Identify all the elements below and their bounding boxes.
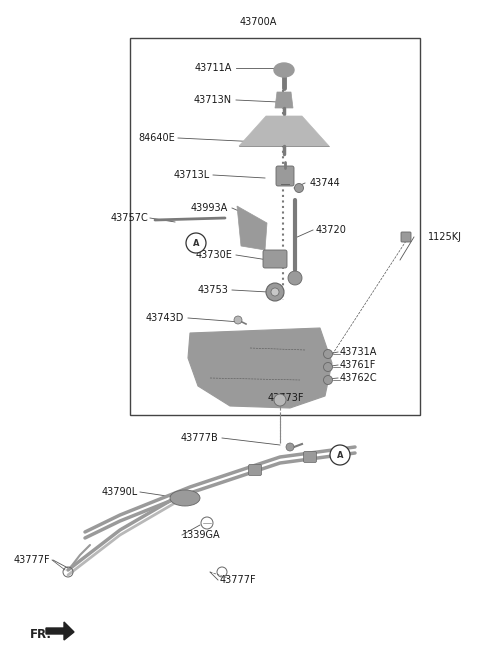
Text: 43761F: 43761F bbox=[340, 360, 376, 370]
Circle shape bbox=[266, 283, 284, 301]
Circle shape bbox=[274, 394, 286, 406]
Circle shape bbox=[330, 445, 350, 465]
Text: 43777F: 43777F bbox=[220, 575, 257, 585]
FancyBboxPatch shape bbox=[249, 464, 262, 476]
Circle shape bbox=[186, 233, 206, 253]
Text: 43711A: 43711A bbox=[194, 63, 232, 73]
Polygon shape bbox=[275, 92, 293, 108]
FancyBboxPatch shape bbox=[401, 232, 411, 242]
Text: 1339GA: 1339GA bbox=[182, 530, 221, 540]
Text: 43730E: 43730E bbox=[195, 250, 232, 260]
Ellipse shape bbox=[274, 63, 294, 77]
Polygon shape bbox=[239, 116, 329, 146]
Text: 43731A: 43731A bbox=[340, 347, 377, 357]
Text: 43993A: 43993A bbox=[191, 203, 228, 213]
Text: 43713N: 43713N bbox=[194, 95, 232, 105]
Circle shape bbox=[324, 350, 333, 359]
Text: 43773F: 43773F bbox=[268, 393, 304, 403]
Text: 43777B: 43777B bbox=[180, 433, 218, 443]
Circle shape bbox=[288, 271, 302, 285]
Text: 43762C: 43762C bbox=[340, 373, 378, 383]
Text: FR.: FR. bbox=[30, 629, 52, 641]
Text: 43777F: 43777F bbox=[13, 555, 50, 565]
Text: A: A bbox=[193, 238, 199, 248]
Text: 43720: 43720 bbox=[316, 225, 347, 235]
Text: 43700A: 43700A bbox=[240, 17, 276, 27]
Text: 43757C: 43757C bbox=[110, 213, 148, 223]
Bar bbox=[130, 38, 420, 415]
Ellipse shape bbox=[170, 490, 200, 506]
Circle shape bbox=[271, 288, 279, 296]
Circle shape bbox=[234, 316, 242, 324]
FancyBboxPatch shape bbox=[276, 166, 294, 186]
Polygon shape bbox=[46, 622, 74, 640]
FancyBboxPatch shape bbox=[303, 451, 316, 463]
Text: 1125KJ: 1125KJ bbox=[428, 232, 462, 242]
Polygon shape bbox=[188, 328, 332, 408]
Circle shape bbox=[295, 183, 303, 193]
Text: A: A bbox=[337, 451, 343, 459]
Text: 43790L: 43790L bbox=[102, 487, 138, 497]
Text: 43743D: 43743D bbox=[145, 313, 184, 323]
Circle shape bbox=[324, 363, 333, 371]
Circle shape bbox=[286, 443, 294, 451]
Text: 43713L: 43713L bbox=[174, 170, 210, 180]
Text: 43753: 43753 bbox=[197, 285, 228, 295]
FancyBboxPatch shape bbox=[263, 250, 287, 268]
Circle shape bbox=[324, 376, 333, 384]
Text: 43744: 43744 bbox=[310, 178, 341, 188]
Polygon shape bbox=[237, 206, 267, 250]
Text: 84640E: 84640E bbox=[138, 133, 175, 143]
